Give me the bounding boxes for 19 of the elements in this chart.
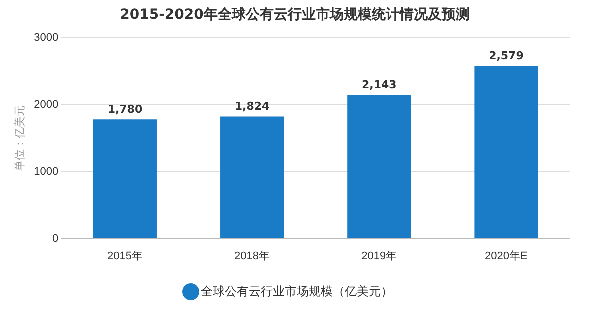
text: 2,579 [489,50,524,63]
y-axis-title: 单位：亿美元 [14,105,27,172]
bar [93,120,157,238]
x-tick-label: 2015年 [107,250,143,262]
text: 1,824 [234,100,270,114]
x-tick-label: 2020年E [485,250,528,262]
bar [474,66,538,238]
text: 1,780 [108,103,143,116]
bar [220,116,284,238]
legend-label: 全球公有云行业市场规模（亿美元） [201,284,393,298]
chart-title: 2015-2020年全球公有云行业市场规模统计情况及预测 [119,6,471,24]
bar [348,95,412,238]
y-tick-label: 3000 [34,32,59,44]
y-tick-label: 1000 [34,166,59,178]
x-tick-label: 2019年 [362,250,398,262]
y-tick-label: 0 [52,232,59,245]
text: 2,143 [362,78,397,92]
x-tick-label: 2018年 [234,250,270,262]
y-tick-label: 2000 [34,98,59,111]
